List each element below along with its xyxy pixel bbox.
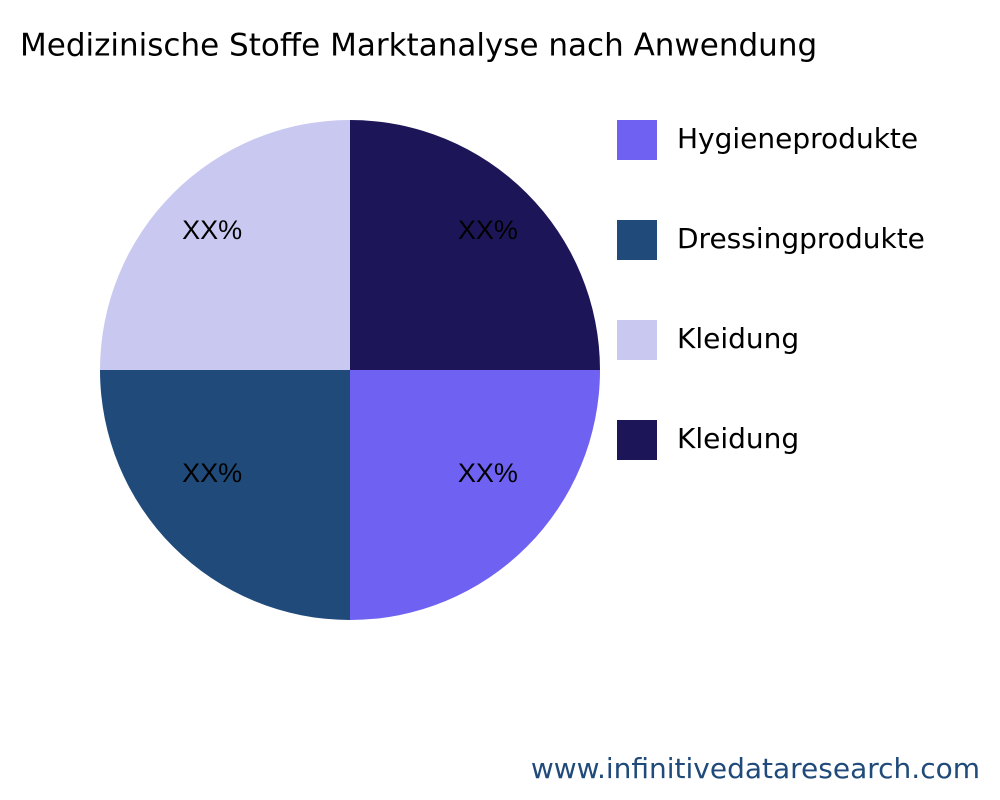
legend-swatch: [617, 120, 657, 160]
legend-label: Hygieneprodukte: [677, 122, 918, 155]
slice-label: XX%: [458, 458, 518, 488]
legend-swatch: [617, 320, 657, 360]
slice-label: XX%: [182, 458, 242, 488]
slice-label: XX%: [182, 215, 242, 245]
legend-swatch: [617, 220, 657, 260]
pie-slice: [350, 370, 600, 620]
slice-label: XX%: [458, 215, 518, 245]
pie-slice: [350, 120, 600, 370]
legend-label: Dressingprodukte: [677, 222, 925, 255]
pie-slice: [100, 120, 350, 370]
legend-swatch: [617, 420, 657, 460]
footer: www.infinitivedataresearch.com: [531, 752, 980, 785]
legend-label: Kleidung: [677, 322, 799, 355]
pie-slice: [100, 370, 350, 620]
legend-label: Kleidung: [677, 422, 799, 455]
chart-title: Medizinische Stoffe Marktanalyse nach An…: [20, 28, 817, 64]
